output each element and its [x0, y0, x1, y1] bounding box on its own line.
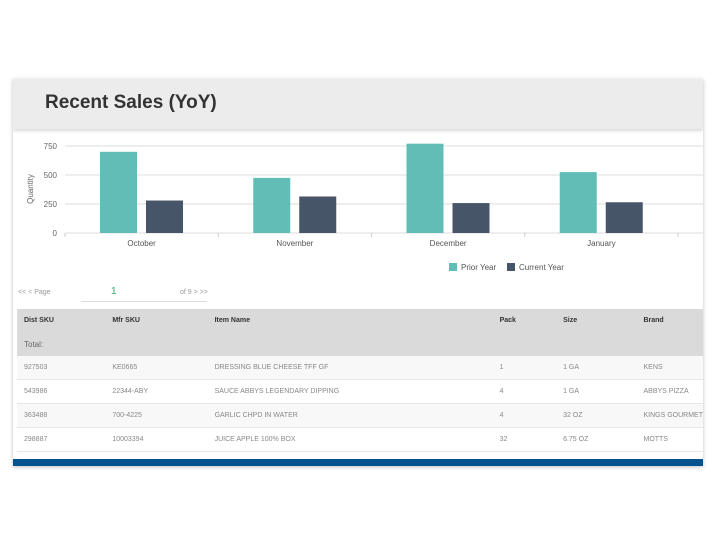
table-cell: 700-4225	[105, 403, 208, 428]
col-item-name[interactable]: Item Name	[207, 309, 493, 332]
table-cell: ABBYS PIZZA	[636, 379, 703, 404]
bar-prior-year	[406, 143, 444, 233]
table-cell: KE0665	[105, 356, 208, 380]
bar-current-year	[452, 203, 490, 233]
col-mfr-sku[interactable]: Mfr SKU	[105, 309, 208, 332]
prev-page-link[interactable]: <	[28, 289, 33, 296]
table-cell: MOTTS	[636, 427, 703, 452]
col-size[interactable]: Size	[556, 309, 637, 332]
table-cell: 4	[492, 379, 557, 404]
recent-sales-card: Recent Sales (YoY) 0 250 500 750 Quantity Oct…	[13, 79, 703, 466]
col-pack[interactable]: Pack	[492, 309, 557, 332]
x-tick-label: January	[587, 239, 615, 248]
col-dist-sku[interactable]: Dist SKU	[17, 309, 106, 332]
page-count: of 9	[180, 289, 192, 296]
x-tick-label: November	[276, 239, 313, 248]
card-title: Recent Sales (YoY)	[45, 92, 217, 113]
pager-nav-right: of 9 > >>	[180, 289, 208, 296]
table-cell: KINGS GOURMET	[636, 403, 703, 428]
y-tick-label: 250	[44, 200, 58, 209]
table-cell: DRESSING BLUE CHEESE TFF GF	[207, 356, 493, 380]
table-cell: 4	[492, 403, 557, 428]
table-cell: SAUCE ABBYS LEGENDARY DIPPING	[207, 379, 493, 404]
table-cell: 363488	[17, 403, 106, 428]
table-cell: 543986	[17, 379, 106, 404]
y-tick-label: 500	[44, 171, 58, 180]
legend-label: Prior Year	[461, 263, 496, 272]
page-label: Page	[34, 289, 51, 296]
table-cell: 32 OZ	[556, 403, 637, 428]
table-header: Dist SKU Mfr SKU Item Name Pack Size Bra…	[17, 309, 703, 332]
legend-swatch	[507, 263, 515, 271]
sales-table: Dist SKU Mfr SKU Item Name Pack Size Bra…	[17, 309, 703, 452]
table-cell: 298887	[17, 427, 106, 452]
table-row[interactable]: 363488 700-4225 GARLIC CHPD IN WATER 4 32 OZ…	[17, 403, 703, 428]
table-cell: 1 GA	[556, 379, 637, 404]
bar-current-year	[299, 196, 337, 233]
total-label: Total:	[17, 332, 703, 356]
total-row: Total:	[17, 332, 703, 356]
table-cell: 22344-ABY	[105, 379, 208, 404]
x-tick-label: December	[430, 239, 467, 248]
table-cell: 1	[492, 356, 557, 380]
table-cell: 10003394	[105, 427, 208, 452]
col-brand[interactable]: Brand	[636, 309, 703, 332]
bar-current-year	[146, 200, 183, 233]
table-cell: 32	[492, 427, 557, 452]
last-page-link[interactable]: >>	[199, 289, 208, 296]
bar-prior-year	[253, 177, 291, 233]
table-row[interactable]: 543986 22344-ABY SAUCE ABBYS LEGENDARY DIP…	[17, 379, 703, 404]
card-header: Recent Sales (YoY)	[13, 79, 703, 129]
table-cell: JUICE APPLE 100% BOX	[207, 427, 493, 452]
table-cell: 927503	[17, 356, 106, 380]
bar-prior-year	[559, 172, 597, 233]
y-tick-label: 750	[44, 142, 58, 151]
table-row[interactable]: 298887 10003394 JUICE APPLE 100% BOX 32 6.75…	[17, 427, 703, 452]
x-tick-label: October	[127, 239, 156, 248]
bar-current-year	[605, 202, 643, 233]
y-tick-label: 0	[53, 229, 58, 238]
bar-prior-year	[100, 151, 137, 233]
y-axis-label: Quantity	[26, 174, 35, 204]
bar-chart: 0 250 500 750 Quantity October November Decembe…	[26, 142, 703, 272]
next-page-link[interactable]: >	[193, 289, 198, 296]
table-row[interactable]: 927503 KE0665 DRESSING BLUE CHEESE TFF GF 1…	[17, 356, 703, 380]
first-page-link[interactable]: <<	[18, 289, 27, 296]
legend-swatch	[449, 263, 457, 271]
table-cell: GARLIC CHPD IN WATER	[207, 403, 493, 428]
table-cell: 6.75 OZ	[556, 427, 637, 452]
table-cell: 1 GA	[556, 356, 637, 380]
table-cell: KENS	[636, 356, 703, 380]
legend-label: Current Year	[519, 263, 564, 272]
page-input[interactable]: 1	[81, 286, 207, 302]
footer-bar	[13, 459, 703, 466]
pager-nav: << < Page	[18, 289, 51, 296]
